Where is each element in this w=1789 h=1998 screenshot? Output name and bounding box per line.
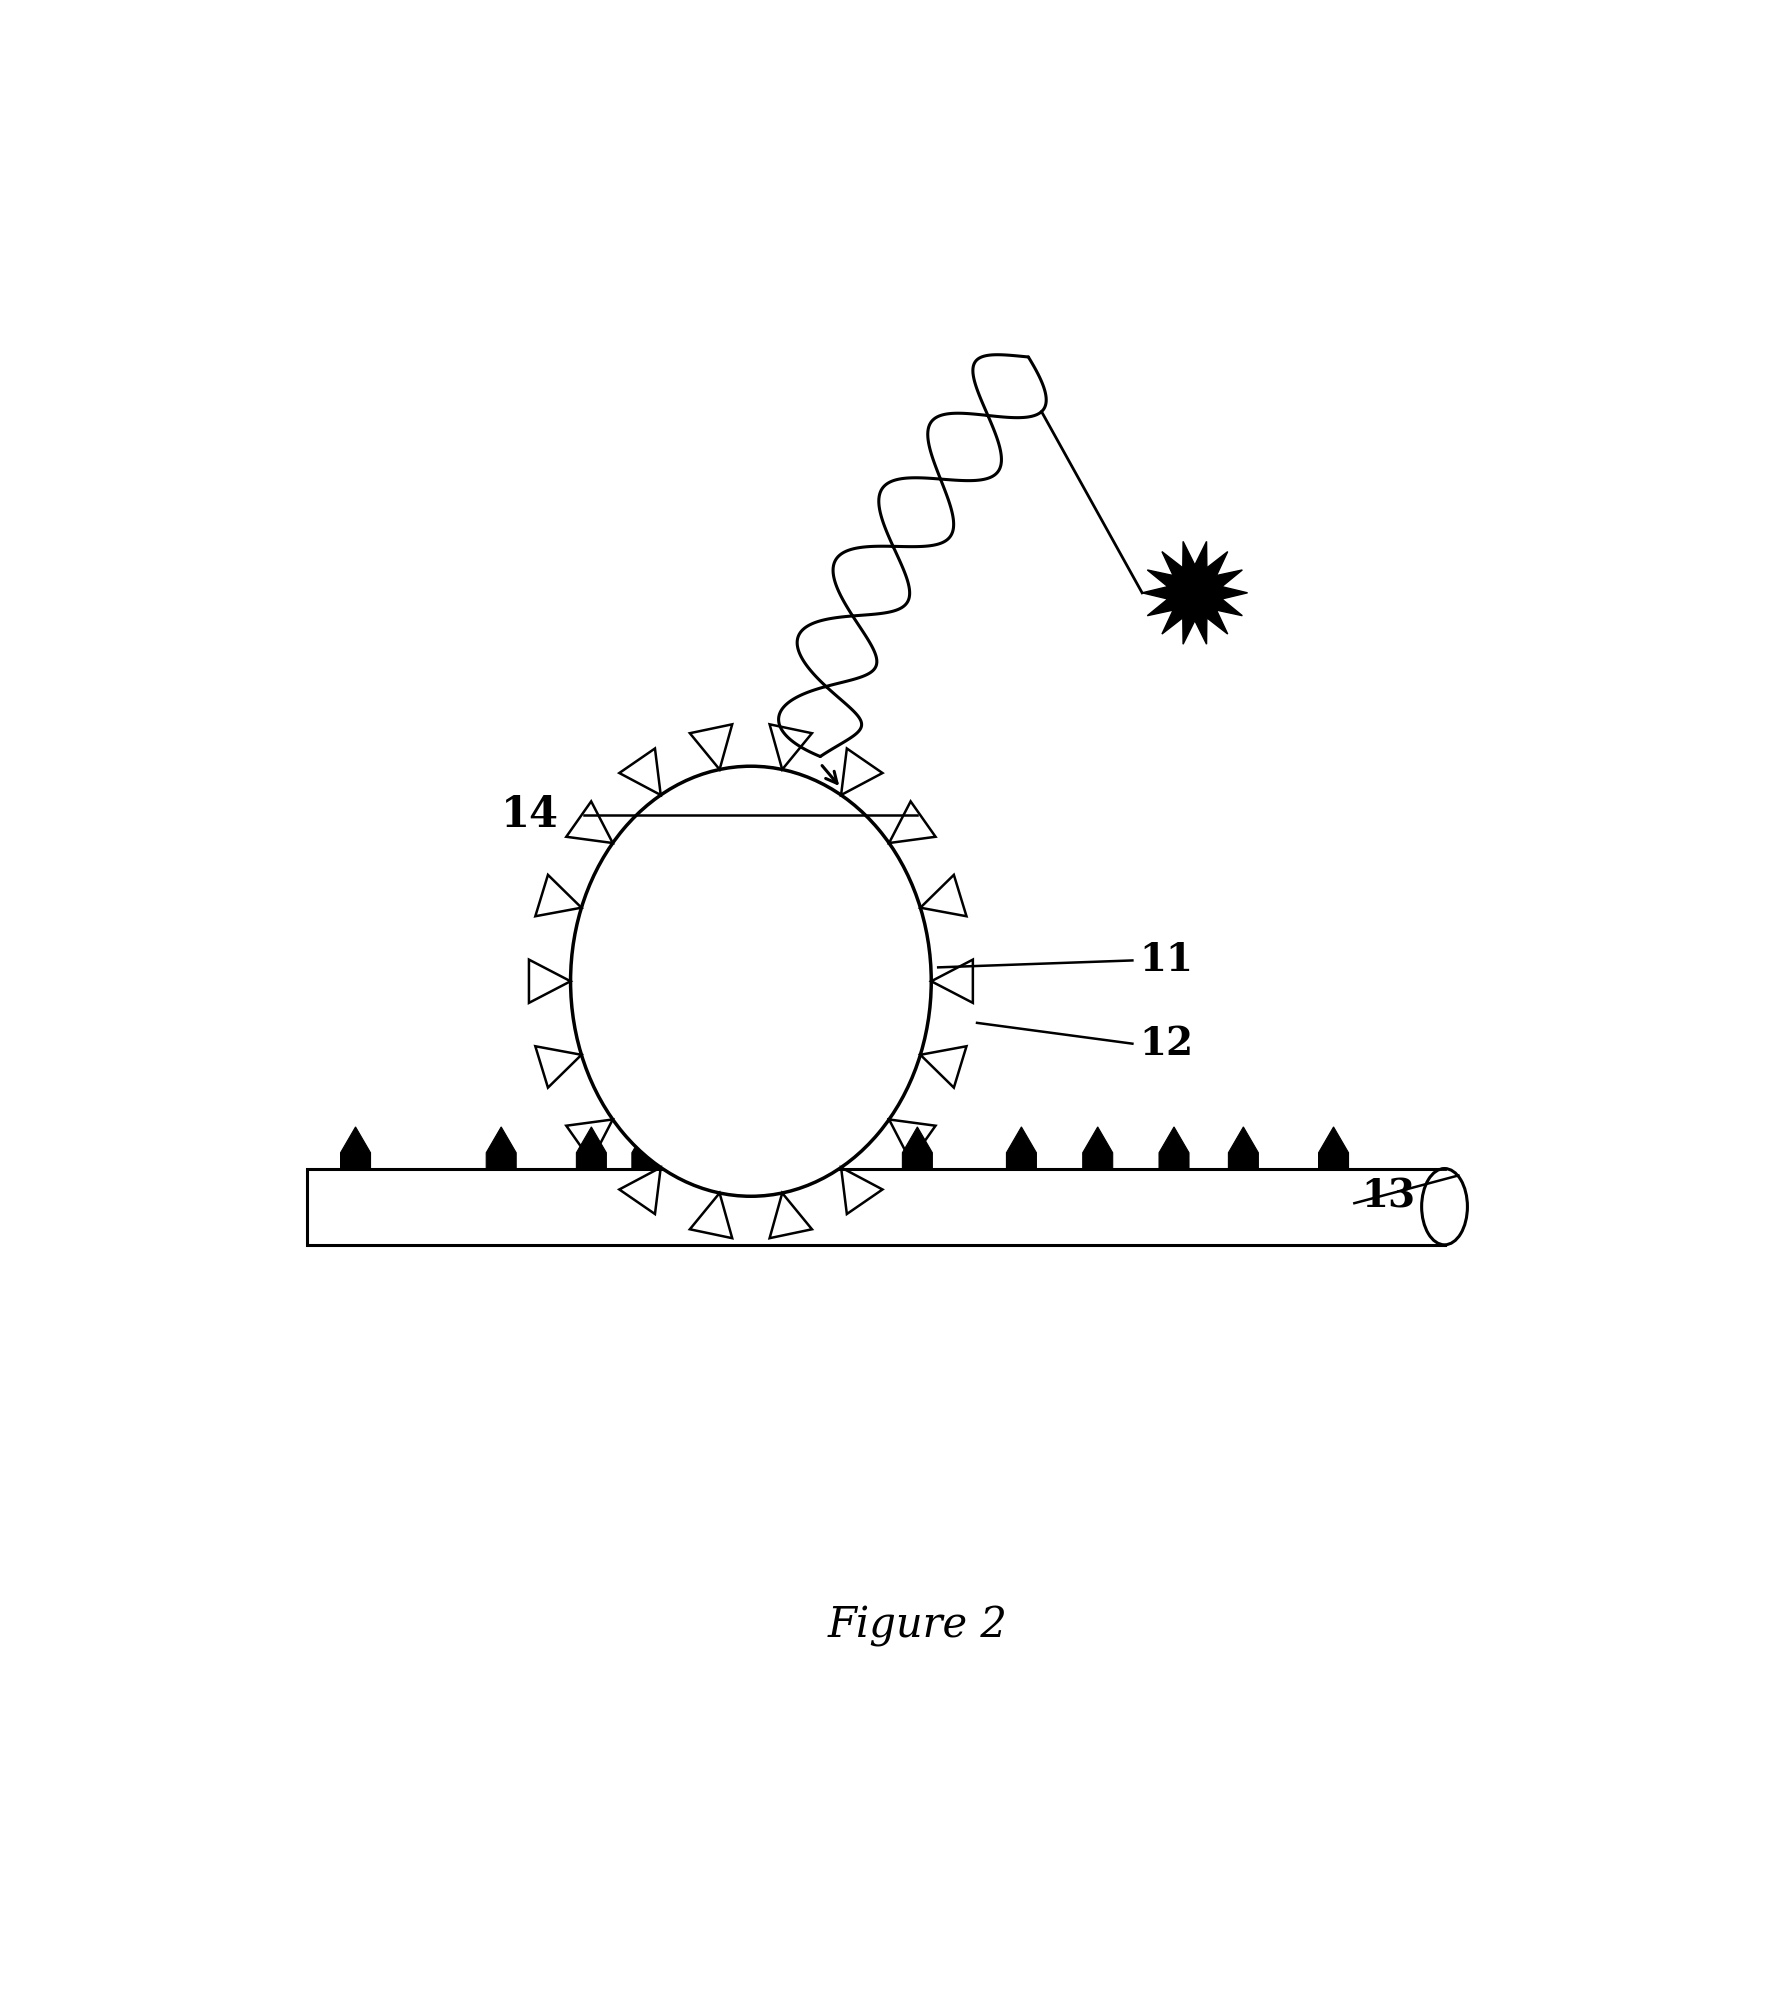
Bar xyxy=(308,1169,1444,1245)
Text: 14: 14 xyxy=(501,793,558,835)
Polygon shape xyxy=(576,1127,606,1169)
Text: 11: 11 xyxy=(1138,941,1193,979)
Polygon shape xyxy=(632,1127,662,1169)
Text: 13: 13 xyxy=(1360,1177,1415,1215)
Polygon shape xyxy=(1141,541,1247,643)
Polygon shape xyxy=(340,1127,370,1169)
Text: Figure 2: Figure 2 xyxy=(827,1604,1007,1646)
Ellipse shape xyxy=(571,765,930,1197)
Polygon shape xyxy=(902,1127,932,1169)
Polygon shape xyxy=(487,1127,515,1169)
Polygon shape xyxy=(1318,1127,1347,1169)
Ellipse shape xyxy=(1420,1169,1467,1245)
Text: 12: 12 xyxy=(1138,1025,1193,1063)
Polygon shape xyxy=(687,1127,717,1169)
Polygon shape xyxy=(1082,1127,1113,1169)
Polygon shape xyxy=(1227,1127,1258,1169)
Polygon shape xyxy=(1159,1127,1188,1169)
Polygon shape xyxy=(1005,1127,1036,1169)
